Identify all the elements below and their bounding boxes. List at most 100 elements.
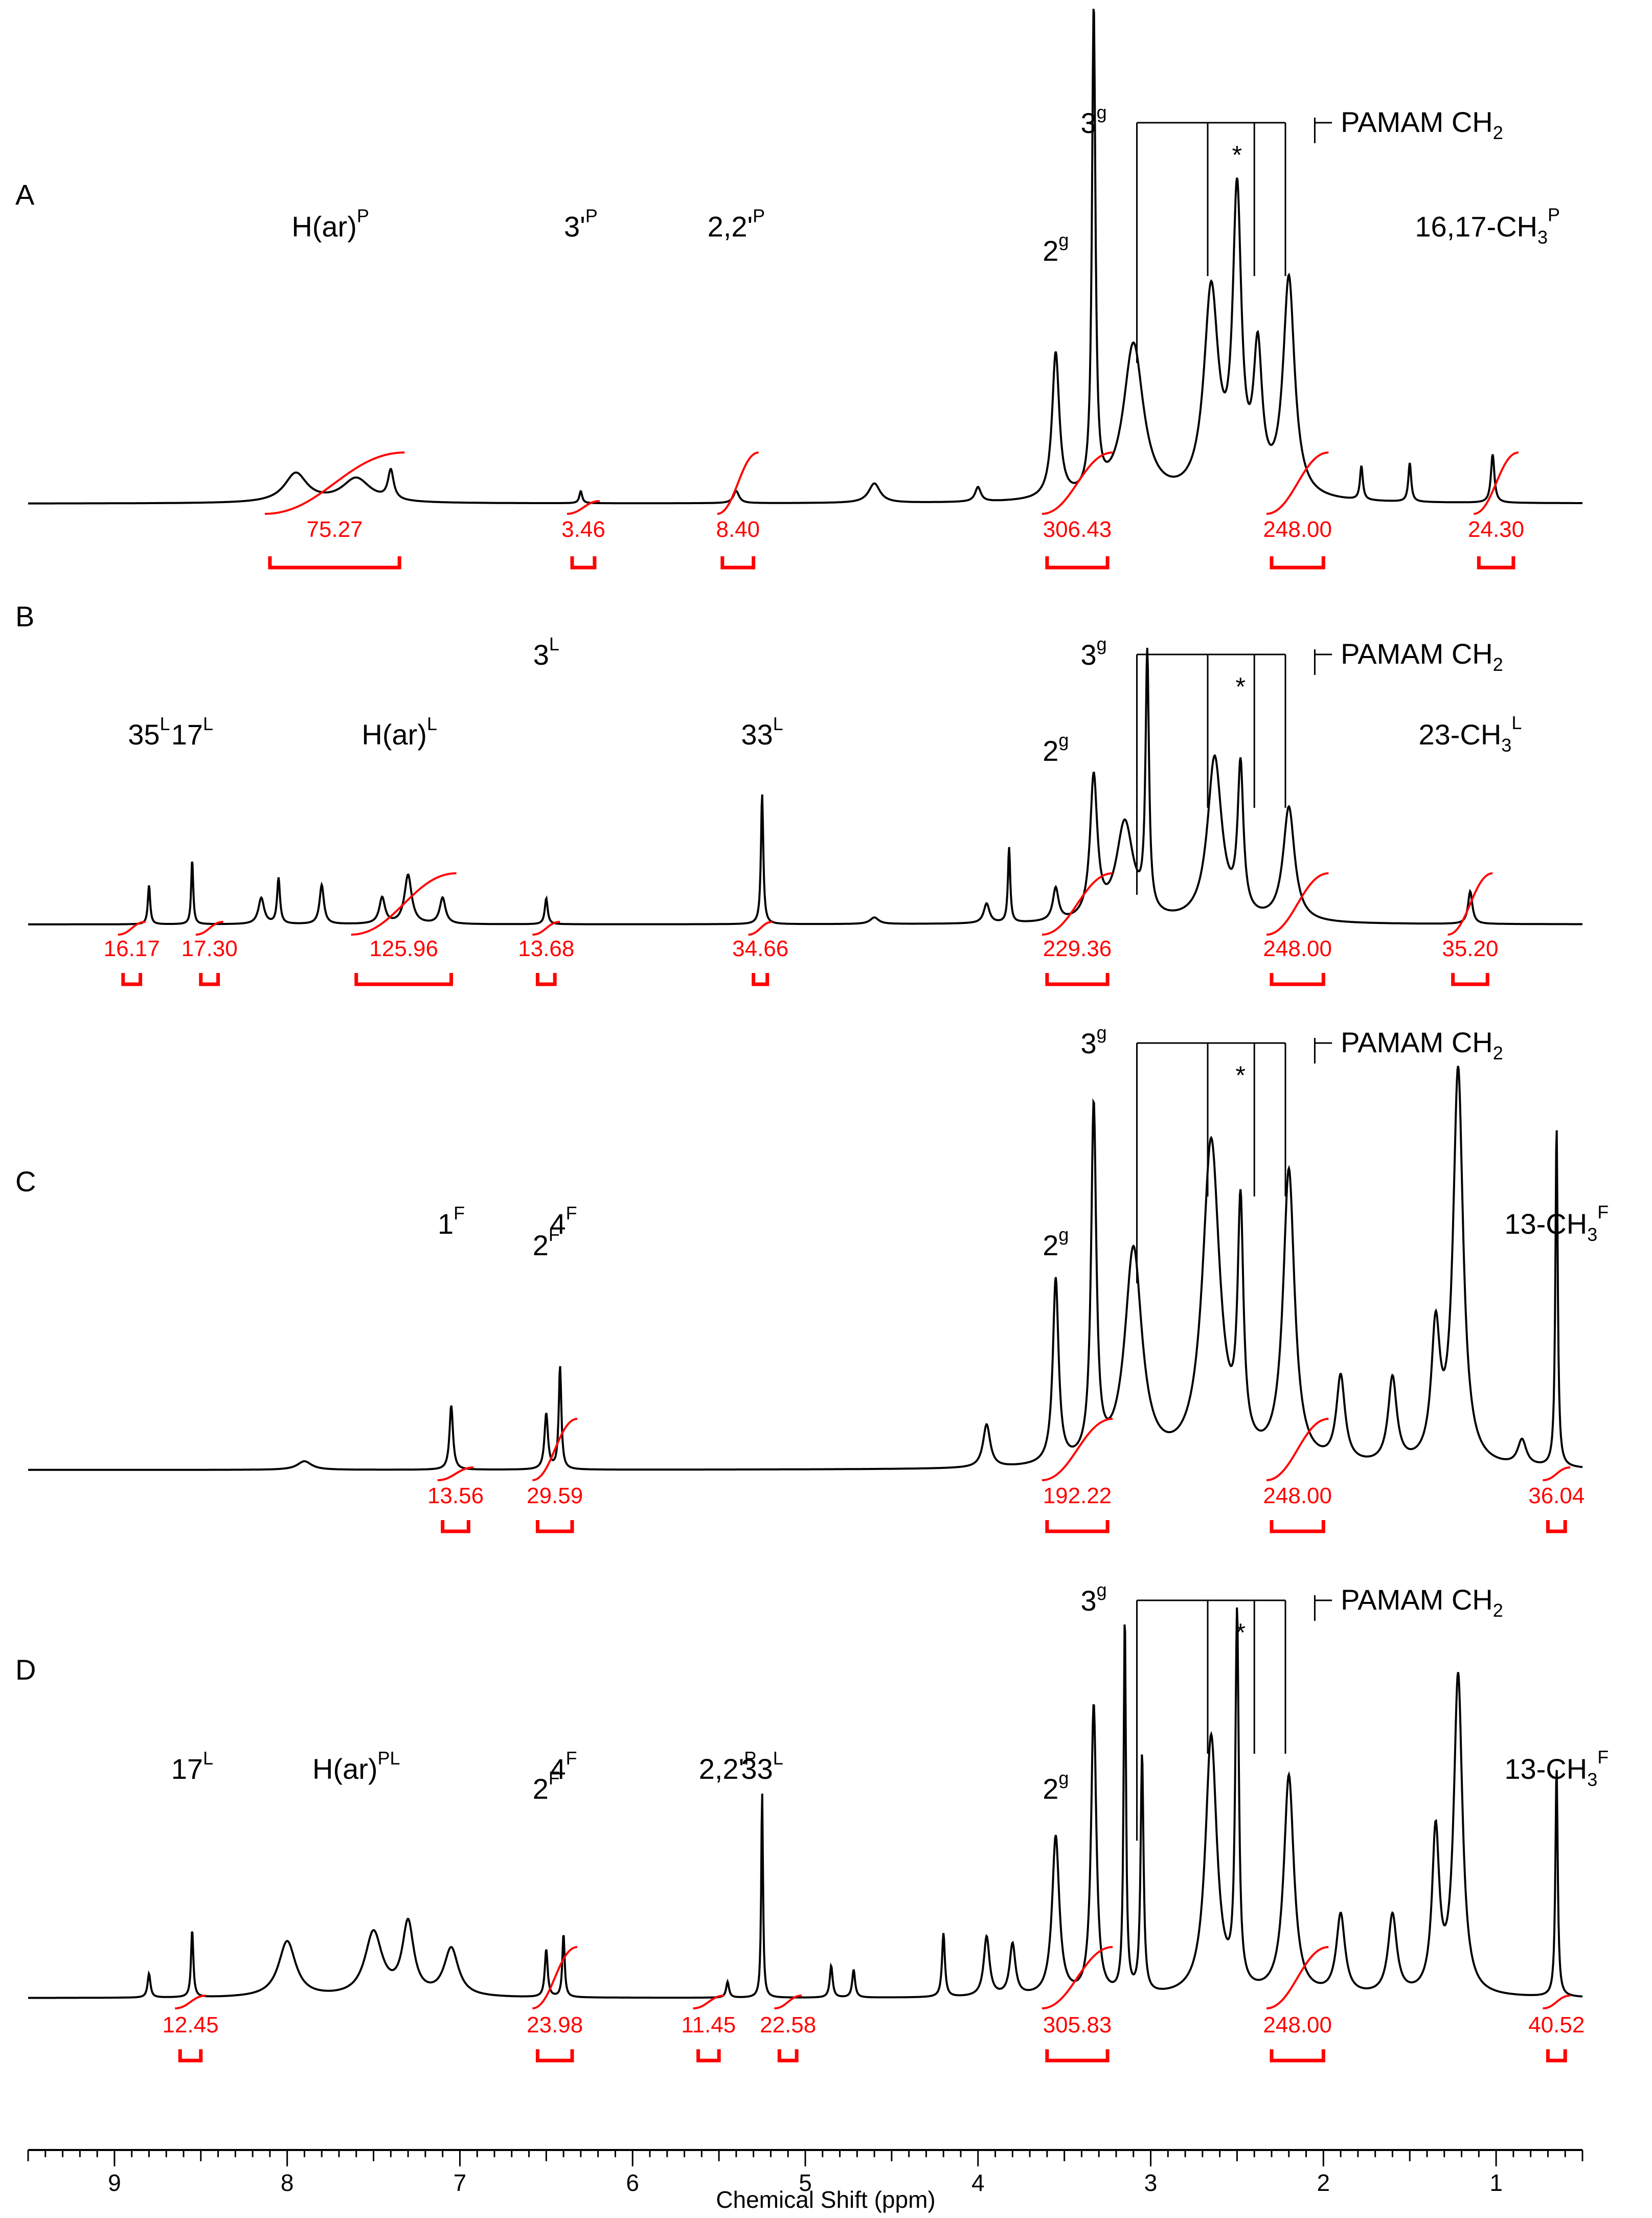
peak-label-text: 3 (533, 639, 549, 671)
peak-label-text: 2 (1043, 735, 1058, 767)
integral-value: 12.45 (162, 2012, 218, 2038)
panel-label: A (15, 178, 35, 211)
integral-curve (264, 451, 405, 515)
integral-bracket (354, 973, 454, 986)
integral-curve (175, 1995, 206, 2009)
integral-curve (1447, 872, 1493, 936)
spectrum-line (28, 1607, 1583, 1999)
peak-label-sup: g (1058, 730, 1069, 751)
peak-label-sup: F (566, 1203, 577, 1224)
panel-label: C (15, 1165, 36, 1197)
integral-curve (1266, 1946, 1329, 2009)
peak-label-sup: g (1097, 102, 1107, 123)
integral-value: 248.00 (1263, 2012, 1332, 2038)
peak-label-sub: 2 (1493, 1600, 1503, 1621)
peak-label: * (1235, 1618, 1245, 1647)
integral-value: 248.00 (1263, 936, 1332, 961)
integral-value: 13.68 (518, 936, 574, 961)
peak-label-text: 3 (1081, 1585, 1097, 1617)
panel-d: D 12.45 23.98 11.45 22.58 305.83 248.00 40.52 17… (15, 1579, 1609, 2063)
peak-label-text: * (1232, 141, 1242, 169)
peak-label-sup: P (357, 206, 369, 227)
peak-label-text: PAMAM CH (1341, 1026, 1493, 1058)
peak-label: PAMAM CH2 (1341, 1026, 1503, 1063)
peak-label-sup: F (1597, 1202, 1609, 1223)
x-tick-label: 1 (1489, 2169, 1503, 2196)
integral-curve (774, 1995, 802, 2009)
peak-label-sup: g (1097, 1022, 1107, 1043)
peak-label-text: 2 (1043, 235, 1058, 267)
integral-curve (351, 872, 457, 936)
x-tick-label: 8 (281, 2169, 294, 2196)
peak-label: 1F (438, 1203, 465, 1240)
peak-label-text: 17 (171, 1753, 203, 1785)
integral-curve (532, 1946, 578, 2009)
integral-bracket (1477, 556, 1515, 570)
peak-label: 2g (1043, 730, 1069, 767)
integral-curve (437, 1466, 474, 1481)
integral-bracket (1045, 556, 1110, 570)
x-tick-label: 6 (626, 2169, 639, 2196)
x-tick-label: 7 (454, 2169, 467, 2196)
peak-label-sup: F (549, 1768, 560, 1789)
peak-label-sup: g (1097, 1579, 1107, 1600)
peak-label: 2,2'P (708, 206, 765, 243)
integral-curve (1042, 1946, 1113, 2009)
integral-value: 248.00 (1263, 1483, 1332, 1508)
peak-label-text: 1 (438, 1208, 454, 1240)
peak-label-text: PAMAM CH (1341, 1583, 1493, 1616)
peak-label: PAMAM CH2 (1341, 106, 1503, 143)
peak-label-text: 3 (1081, 107, 1097, 139)
peak-label: H(ar)L (361, 713, 437, 751)
integral-bracket (696, 2049, 721, 2063)
peak-label: 3L (533, 633, 559, 671)
peak-label-text: 2 (533, 1229, 549, 1261)
peak-label-text: 13-CH (1504, 1753, 1587, 1785)
spectrum-line (28, 1066, 1583, 1471)
peak-label-text: * (1235, 672, 1245, 701)
peak-label-sup: P (1548, 205, 1560, 225)
peak-label: 2g (1043, 1768, 1069, 1805)
peak-label-text: 35 (128, 718, 160, 751)
integral-curve (532, 1418, 578, 1481)
integral-curve (1473, 451, 1519, 515)
integral-bracket (1045, 1520, 1110, 1533)
spectrum-line (28, 648, 1582, 925)
integral-curve (1266, 1418, 1329, 1481)
peak-label-text: 16,17-CH (1415, 211, 1537, 243)
integral-bracket (535, 2049, 574, 2063)
integral-bracket (199, 973, 220, 986)
integral-curve (1543, 1995, 1571, 2009)
integral-bracket (1270, 2049, 1325, 2063)
integral-curve (1543, 1466, 1571, 1481)
integral-value: 34.66 (732, 936, 788, 961)
integral-curve (1042, 1418, 1113, 1481)
peak-label: * (1235, 672, 1245, 701)
peak-label-text: 4 (550, 1208, 566, 1240)
integral-value: 229.36 (1043, 936, 1112, 961)
peak-label: 13-CH3F (1504, 1202, 1609, 1245)
peak-label-sup: L (160, 713, 170, 734)
peak-label-sup: L (773, 1748, 783, 1769)
peak-label: 4F (550, 1748, 577, 1785)
peak-label-text: H(ar) (361, 718, 427, 751)
peak-label-text: 23-CH (1418, 718, 1501, 751)
peak-label-sup: g (1097, 633, 1107, 654)
integral-curve (567, 500, 600, 515)
peak-label-sup: L (427, 713, 437, 734)
spectrum-line (28, 9, 1582, 505)
x-tick-label: 3 (1144, 2169, 1158, 2196)
peak-label: 2F (533, 1224, 560, 1261)
peak-label: 33L (741, 1748, 783, 1785)
integral-value: 75.27 (307, 517, 363, 542)
peak-label-text: 2,2' (708, 211, 753, 243)
peak-label: 13-CH3F (1504, 1747, 1609, 1790)
x-axis: 9 8 7 6 5 4 3 2 1 (27, 2149, 1583, 2196)
peak-label: * (1235, 1061, 1245, 1090)
peak-label: 4F (550, 1203, 577, 1240)
peak-label-sub: 2 (1493, 654, 1503, 675)
panel-c: C13.56 29.59 192.22 248.00 36.041F2F4F2g3g13… (15, 1022, 1609, 1533)
integral-value: 40.52 (1528, 2012, 1585, 2038)
peak-label-text: 33 (741, 718, 773, 751)
